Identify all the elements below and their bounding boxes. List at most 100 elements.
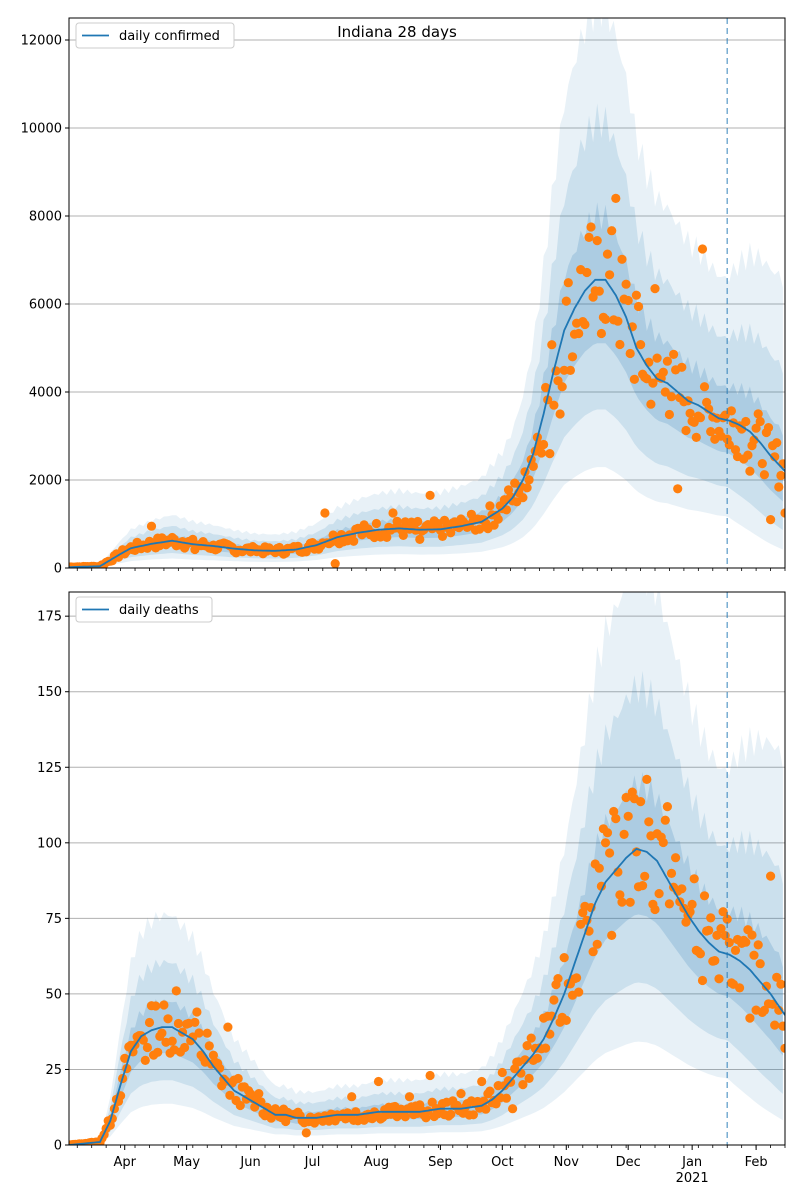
observed-point <box>755 959 765 969</box>
observed-point <box>776 979 785 989</box>
x-tick-label: Oct <box>491 1155 513 1170</box>
observed-point <box>699 891 710 901</box>
observed-point <box>539 439 549 450</box>
legend: daily deaths <box>75 596 213 623</box>
observed-point <box>662 802 673 812</box>
observed-point <box>541 1043 551 1053</box>
observed-point <box>404 1092 415 1102</box>
observed-point <box>592 236 602 246</box>
observed-point <box>572 973 582 983</box>
y-tick-label: 175 <box>37 610 62 625</box>
uncertainty-band-outer <box>69 18 783 568</box>
observed-point <box>481 1104 491 1114</box>
observed-point <box>697 244 708 254</box>
observed-point <box>625 897 635 907</box>
observed-point <box>615 339 625 350</box>
model-line <box>69 847 785 1145</box>
observed-point <box>485 1086 495 1096</box>
observed-point <box>501 1093 511 1103</box>
observed-point <box>650 904 660 915</box>
observed-point <box>600 314 611 324</box>
observed-point <box>153 1047 163 1057</box>
observed-point <box>623 811 633 821</box>
uncertainty-band-inner <box>69 202 783 568</box>
observed-point <box>605 848 615 858</box>
observed-point <box>666 868 677 879</box>
observed-point <box>602 828 613 838</box>
observed-point <box>677 884 687 894</box>
observed-point <box>677 362 687 372</box>
observed-point <box>636 797 646 807</box>
observed-point <box>524 475 534 485</box>
observed-point <box>669 349 679 359</box>
observed-point <box>658 837 668 848</box>
x-tick-label: May <box>173 1155 200 1170</box>
observed-point <box>687 899 697 910</box>
observed-point <box>549 400 559 410</box>
observed-point <box>660 815 670 825</box>
observed-point <box>759 1005 770 1016</box>
observed-point <box>629 374 640 384</box>
uncertainty-band-middle <box>69 103 783 568</box>
observed-point <box>617 254 627 264</box>
observed-point <box>549 995 559 1005</box>
observed-point <box>503 485 514 495</box>
observed-point <box>699 382 710 392</box>
observed-point <box>770 452 780 462</box>
observed-point <box>697 975 708 986</box>
observed-point <box>644 817 654 827</box>
legend-label: daily deaths <box>119 603 199 618</box>
observed-point <box>485 501 495 511</box>
model-line <box>69 278 785 568</box>
observed-point <box>446 1109 456 1119</box>
observed-point <box>371 518 381 529</box>
observed-point <box>689 874 699 884</box>
observed-point <box>541 382 551 393</box>
observed-point <box>254 1089 264 1099</box>
observed-point <box>636 340 646 350</box>
x-tick-label: Jul <box>304 1155 321 1170</box>
observed-point <box>691 432 701 442</box>
observed-point <box>225 1090 235 1100</box>
y-tick-label: 12000 <box>21 34 62 49</box>
observed-point <box>658 367 668 377</box>
y-tick-label: 0 <box>54 562 62 577</box>
observed-point <box>223 1022 233 1032</box>
x-tick-label: Aug <box>364 1155 389 1170</box>
observed-point <box>623 295 633 306</box>
y-tick-label: 4000 <box>29 386 62 401</box>
observed-point <box>726 406 737 416</box>
y-tick-label: 50 <box>45 987 62 1002</box>
observed-point <box>580 319 590 330</box>
observed-point <box>642 774 652 785</box>
x-tick-label: Sep <box>428 1155 453 1170</box>
observed-point <box>743 450 753 460</box>
observed-point <box>753 409 763 419</box>
observed-point <box>776 470 785 481</box>
observed-point <box>755 416 765 427</box>
observed-point <box>456 1089 466 1099</box>
observed-point <box>437 531 448 542</box>
figure-title: Indiana 28 days <box>337 23 457 41</box>
observed-point <box>778 1021 785 1031</box>
y-tick-label: 6000 <box>29 298 62 313</box>
observed-point <box>780 1043 785 1053</box>
observed-point <box>611 193 621 203</box>
observed-point <box>716 924 726 934</box>
observed-point <box>563 278 573 288</box>
legend: daily confirmed <box>75 22 235 49</box>
observed-point <box>619 829 629 840</box>
observed-point <box>559 953 569 963</box>
observed-point <box>671 853 681 863</box>
observed-point <box>611 814 621 824</box>
observed-point <box>633 301 644 312</box>
observed-point <box>159 1000 169 1010</box>
observed-point <box>330 559 340 568</box>
observed-point <box>718 907 728 917</box>
observed-point <box>673 484 683 494</box>
observed-point <box>602 249 613 259</box>
observed-point <box>706 913 716 923</box>
observed-point <box>722 914 732 924</box>
observed-point <box>477 1076 487 1087</box>
observed-point <box>654 889 664 899</box>
